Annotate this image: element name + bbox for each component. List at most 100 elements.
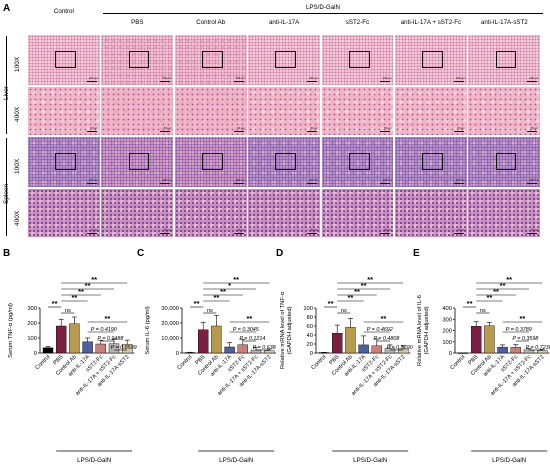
scale-bar (527, 81, 538, 82)
histology-tile-r3-c4: 50 μm (321, 189, 394, 237)
tissue-label-liver: Liver (3, 85, 10, 100)
histology-tile-r2-c1: 200 μm (101, 137, 174, 187)
p-value-label-1: P = 0.3598 (512, 336, 538, 342)
y-tick-label: 300 (442, 317, 452, 323)
bar-2 (345, 327, 356, 354)
scale-bar (86, 131, 97, 132)
scale-bar (453, 131, 464, 132)
zoom-region-box (495, 51, 517, 68)
sig-label-2: ** (486, 293, 492, 302)
sig-label-3: ** (220, 287, 226, 296)
scale-bar (233, 183, 244, 184)
bar-3 (358, 344, 369, 354)
y-tick-label: 400 (442, 306, 452, 312)
y-tick-label: 100 (303, 306, 313, 312)
zoom-region-box (202, 51, 223, 68)
chart-mrna-tnf: 0 20 40 60 80 100 Relative mRNA level of TNF-α… (280, 275, 413, 464)
scale-bar-label: 50 μm (310, 127, 318, 130)
group-label: LPS/D-GalN (353, 457, 387, 464)
scale-bar (306, 131, 317, 132)
sig-label-5: ** (506, 275, 512, 284)
scale-bar (233, 131, 244, 132)
bar-3 (82, 341, 93, 354)
histology-tile-r1-c5: 50 μm (395, 87, 467, 135)
p-value-label-1: P = 0.4808 (373, 336, 399, 342)
column-header-4: sST2-Fc (345, 19, 370, 26)
column-header-3: anti-IL-17A (268, 19, 300, 26)
histology-tile-r1-c1: 50 μm (101, 87, 174, 135)
histology-tile-r1-c2: 50 μm (174, 87, 247, 135)
histology-tile-r0-c6: 200 μm (468, 35, 541, 85)
p-value-label-2: P = 0.8599 (111, 345, 137, 351)
scale-bar-label: 200 μm (309, 77, 318, 80)
scale-bar (160, 233, 171, 234)
sig-label-2: ** (213, 293, 219, 302)
y-tick-label: 10,000 (161, 336, 179, 342)
y-tick-label: 20,000 (161, 321, 179, 327)
histology-tile-r1-c3: 50 μm (248, 87, 320, 135)
sig-label-1: ns (341, 308, 347, 314)
panel-label-a: A (3, 3, 11, 14)
histology-tile-r2-c5: 200 μm (395, 137, 467, 187)
column-header-1: PBS (131, 19, 144, 26)
panel-label-e: E (413, 248, 420, 259)
histology-tile-r3-c0: 50 μm (28, 189, 100, 237)
sig-label-6: ** (104, 314, 110, 323)
scale-bar (527, 183, 538, 184)
histology-tile-r2-c4: 200 μm (321, 137, 394, 187)
p-value-label-0: P = 0.4190 (91, 327, 117, 333)
scale-bar-label: 50 μm (163, 229, 172, 232)
histology-tile-r3-c1: 50 μm (101, 189, 174, 237)
p-value-label-2: P = 0.7236 (526, 345, 550, 351)
sig-label-3: ** (493, 287, 499, 296)
y-axis-label: Serum IL-6 (pg/ml) (145, 306, 151, 354)
zoom-region-box (422, 153, 443, 170)
bar-6 (397, 348, 409, 354)
p-value-label-0: P = 0.3789 (506, 327, 532, 333)
sig-label-0: ** (467, 299, 473, 308)
scale-bar-label: 200 μm (309, 179, 318, 182)
histology-tile-r3-c5: 50 μm (395, 189, 467, 237)
sig-label-4: ** (361, 281, 367, 290)
zoom-region-box (275, 153, 297, 170)
zoom-region-box (55, 153, 76, 170)
scale-bar (233, 81, 244, 82)
y-tick-label: 200 (27, 321, 37, 327)
p-value-label-0: P = 0.3045 (233, 327, 260, 333)
scale-bar-label: 200 μm (529, 179, 539, 182)
zoom-region-box (348, 153, 370, 170)
y-axis-label-secondary: (GAPDH adjusted) (424, 306, 430, 354)
scale-bar-label: 50 μm (457, 127, 465, 130)
scale-bar-label: 50 μm (90, 127, 98, 130)
scale-bar-label: 50 μm (237, 229, 245, 232)
y-axis-label: Relative mRNA level of IL-6 (417, 295, 423, 366)
chart-mrna-il6: 0 100 200 300 400 Relative mRNA level of IL-6… (417, 275, 550, 464)
p-value-label-2: P = 0.8690 (387, 345, 413, 351)
scale-bar-label: 50 μm (530, 229, 539, 232)
sig-label-6: ** (519, 314, 525, 323)
scale-bar-label: 200 μm (382, 77, 392, 80)
bar-0 (318, 352, 330, 354)
histology-tile-r3-c3: 50 μm (248, 189, 320, 237)
histology-tile-r2-c3: 200 μm (248, 137, 320, 187)
sig-label-3: ** (354, 287, 360, 296)
scale-bar-label: 200 μm (456, 179, 465, 182)
scale-bar (380, 233, 391, 234)
mag-label-liver-100x: 100X (14, 56, 21, 72)
histology-tile-r3-c6: 50 μm (468, 189, 541, 237)
scale-bar (527, 233, 538, 234)
column-header-6: anti-IL-17A-sST2 (480, 19, 528, 26)
sig-label-0: ** (194, 299, 200, 308)
bar-2 (69, 323, 80, 354)
mag-label-spleen-100x: 100X (14, 158, 21, 174)
scale-bar-label: 50 μm (90, 229, 98, 232)
zoom-region-box (348, 51, 370, 68)
histology-tile-r0-c0: 200 μm (28, 35, 100, 85)
scale-bar (306, 81, 317, 82)
scale-bar (380, 183, 391, 184)
scale-bar-label: 200 μm (529, 77, 539, 80)
scale-bar (453, 183, 464, 184)
sig-label-4: ** (500, 281, 506, 290)
bar-1 (56, 325, 67, 354)
y-tick-label: 0 (449, 351, 452, 357)
